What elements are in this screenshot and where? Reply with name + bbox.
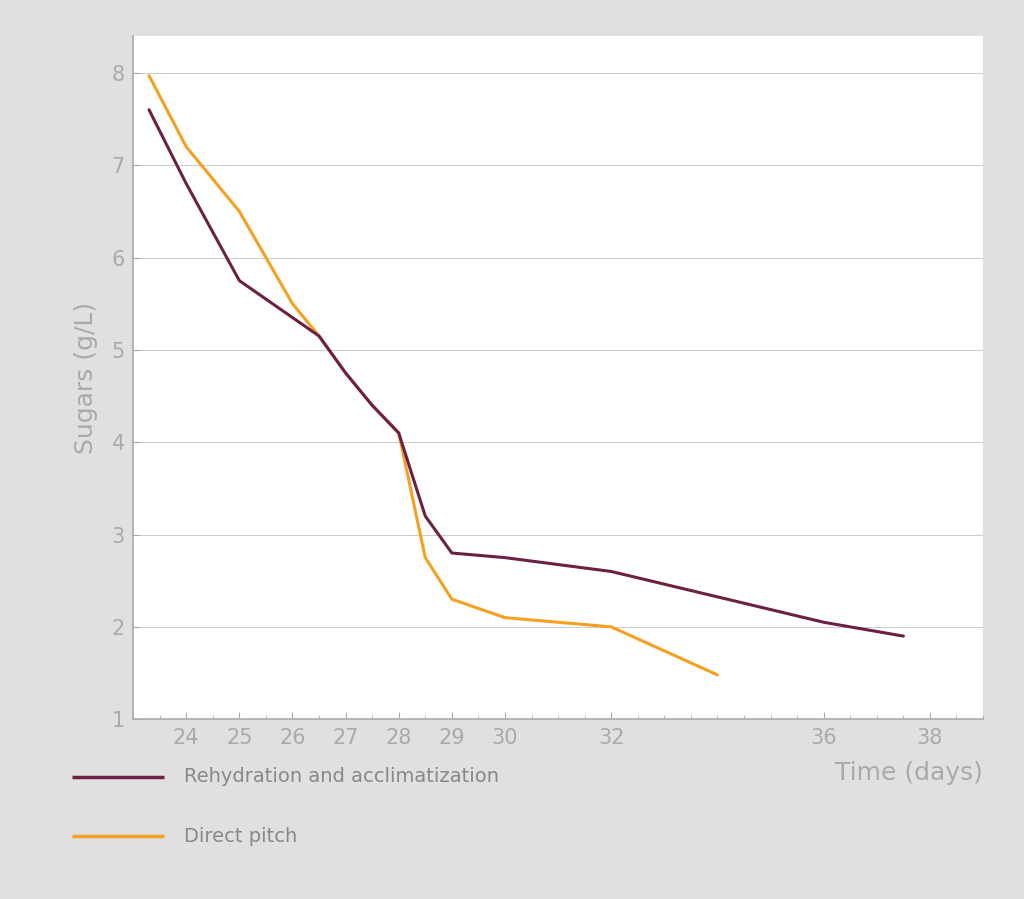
X-axis label: Time (days): Time (days) bbox=[836, 761, 983, 786]
Text: Rehydration and acclimatization: Rehydration and acclimatization bbox=[184, 767, 500, 787]
Text: Direct pitch: Direct pitch bbox=[184, 826, 298, 846]
Y-axis label: Sugars (g/L): Sugars (g/L) bbox=[74, 301, 97, 454]
